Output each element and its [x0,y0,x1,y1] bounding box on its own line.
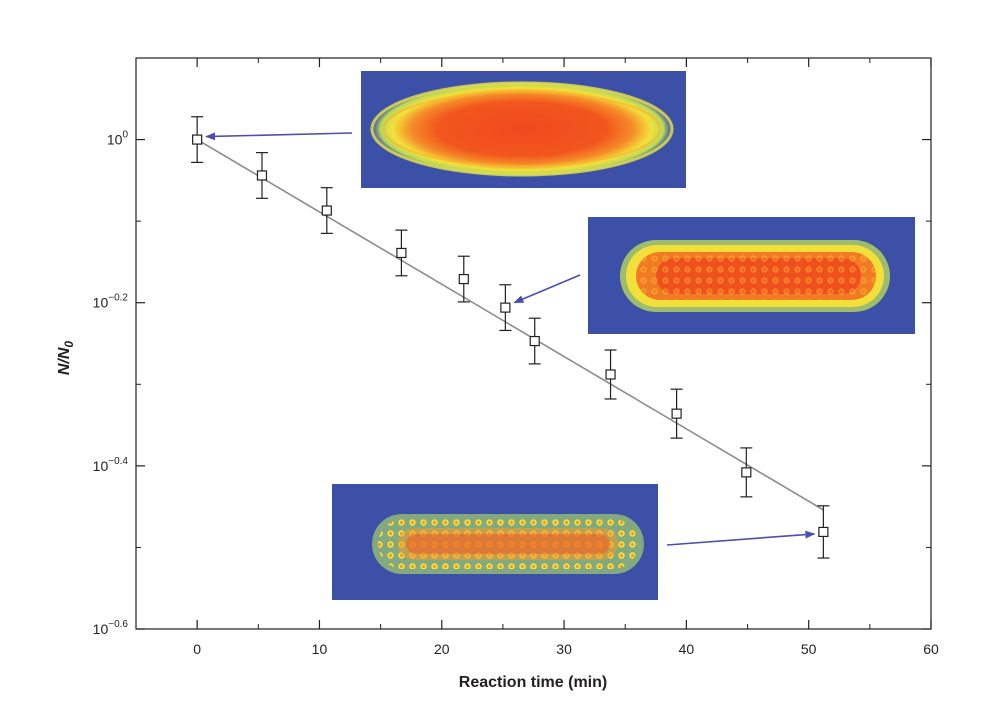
x-tick-label: 20 [434,641,450,657]
y-tick-label: 10−0.6 [93,619,129,637]
x-axis-title: Reaction time (min) [459,674,607,691]
inset-image-top [361,71,686,188]
data-point [255,152,268,199]
data-point [740,447,753,498]
y-tick-label: 10−0.2 [93,293,129,311]
data-point [191,116,204,164]
square-marker [671,408,682,419]
x-tick-label: 60 [923,641,939,657]
square-marker [529,335,540,347]
arrow-middle [513,274,581,304]
data-point [395,229,408,277]
square-marker [321,205,332,216]
square-marker [396,247,407,259]
inset-image-bottom [332,484,658,600]
data-points [191,116,830,559]
square-marker [500,302,511,313]
x-tick-label: 40 [679,641,695,657]
square-marker [741,467,752,478]
data-point [320,187,333,234]
x-tick-label: 50 [801,641,817,657]
y-tick-label: 10−0.4 [93,456,129,474]
x-tick-label: 0 [193,641,201,657]
inset-image-middle [588,217,915,334]
data-point [457,255,470,303]
square-marker [256,170,268,181]
x-axis-ticks: 0 10 20 30 40 50 60 [135,58,939,657]
x-tick-label: 10 [312,641,328,657]
data-point [817,505,830,559]
y-axis-ticks: 100 10−0.2 10−0.4 10−0.6 [93,57,931,637]
square-marker [605,369,616,380]
data-point [528,317,541,365]
arrow-top [205,132,353,141]
y-axis-title: N/N0 [56,341,76,376]
data-point [670,388,683,439]
square-marker [192,134,203,145]
y-tick-label: 100 [107,130,129,148]
data-point [499,284,512,332]
fit-line [196,138,824,511]
plot-frame [135,57,932,630]
data-point [604,349,617,400]
x-tick-label: 30 [556,641,572,657]
arrow-bottom [666,530,816,546]
square-marker [458,273,469,285]
square-marker [818,526,829,538]
